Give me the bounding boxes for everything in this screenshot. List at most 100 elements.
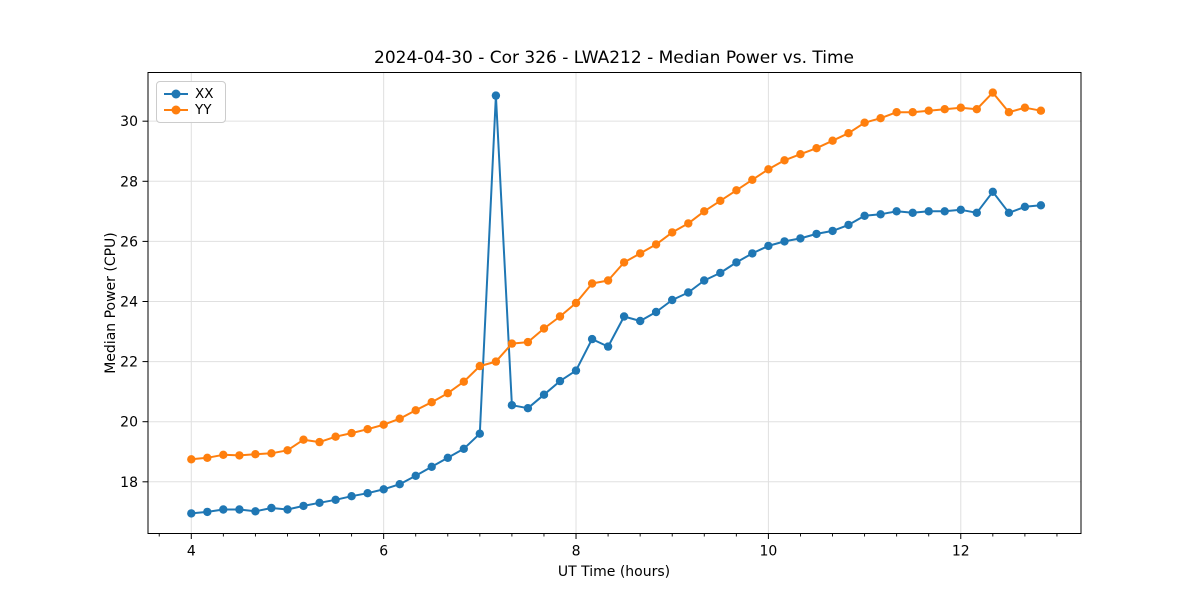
data-point	[491, 357, 501, 366]
data-point	[908, 108, 917, 117]
data-point	[876, 210, 885, 219]
x-tick-label: 8	[572, 544, 581, 560]
data-point	[571, 298, 581, 308]
data-point	[331, 432, 340, 441]
data-point	[363, 489, 372, 498]
y-tick-label: 26	[120, 234, 138, 250]
series-xx	[187, 91, 1046, 518]
data-point	[940, 207, 949, 216]
data-point	[475, 429, 484, 438]
data-point	[331, 495, 340, 504]
data-point	[908, 208, 917, 217]
data-point	[844, 129, 853, 138]
data-point	[395, 414, 404, 423]
data-point	[636, 249, 645, 258]
data-point	[828, 136, 837, 145]
y-tick-label: 22	[120, 355, 138, 371]
data-point	[475, 361, 484, 371]
data-point	[988, 88, 997, 97]
data-point	[603, 342, 613, 351]
series-line-xx	[191, 94, 1041, 515]
legend-dot-icon	[171, 89, 181, 99]
data-point	[780, 156, 789, 165]
data-point	[459, 377, 468, 386]
data-point	[764, 165, 773, 174]
y-tick-label: 24	[120, 294, 138, 310]
data-point	[668, 228, 677, 237]
y-axis: 18 20 22 24 26 28 30	[120, 114, 148, 491]
data-point	[507, 339, 517, 348]
data-point	[587, 334, 597, 344]
data-point	[940, 105, 949, 114]
data-point	[796, 234, 805, 243]
chart-title: 2024-04-30 - Cor 326 - LWA212 - Median P…	[374, 48, 854, 68]
x-tick-label: 4	[187, 544, 196, 560]
data-point	[587, 279, 597, 288]
data-point	[780, 237, 789, 246]
data-point	[411, 471, 420, 480]
data-point	[1004, 208, 1014, 217]
data-point	[860, 211, 869, 220]
data-point	[443, 389, 452, 398]
data-point	[347, 492, 356, 501]
gridlines	[148, 72, 1081, 534]
data-point	[379, 420, 388, 429]
data-point	[571, 366, 581, 375]
legend-item-xx: XX	[164, 85, 217, 102]
data-point	[651, 307, 661, 317]
data-point	[235, 451, 244, 460]
data-point	[1020, 202, 1030, 211]
data-point	[235, 505, 244, 514]
data-point	[187, 509, 196, 518]
data-point	[812, 229, 821, 239]
data-point	[748, 175, 757, 184]
y-tick-label: 28	[120, 174, 138, 190]
legend: XX YY	[156, 81, 226, 123]
legend-line-marker-icon	[164, 105, 188, 115]
data-point	[523, 404, 533, 413]
data-point	[796, 150, 805, 159]
data-point	[892, 207, 901, 216]
data-point	[299, 435, 308, 444]
data-point	[844, 220, 853, 230]
data-point	[459, 444, 468, 453]
x-axis: 4 6 8 10 12	[158, 533, 1058, 560]
data-point	[700, 207, 709, 216]
y-tick-label: 30	[120, 114, 138, 130]
data-point	[988, 187, 997, 196]
data-point	[812, 144, 821, 153]
data-point	[411, 406, 420, 415]
data-point	[732, 186, 741, 195]
data-point	[491, 91, 501, 100]
data-point	[972, 105, 981, 114]
series-line-yy	[191, 91, 1042, 461]
data-point	[267, 503, 276, 513]
data-point	[700, 276, 709, 285]
data-point	[860, 118, 869, 127]
legend-label: XX	[195, 85, 214, 102]
x-tick-label: 10	[759, 544, 777, 560]
data-point	[684, 219, 693, 228]
data-point	[283, 505, 292, 514]
data-point	[443, 453, 452, 462]
data-point	[716, 196, 725, 205]
data-point	[619, 312, 629, 321]
data-point	[619, 258, 629, 267]
series-yy	[187, 88, 1046, 464]
data-point	[668, 295, 677, 305]
data-point	[603, 276, 613, 285]
x-tick-label: 12	[952, 544, 970, 560]
data-point	[1036, 106, 1046, 115]
data-point	[972, 208, 981, 217]
legend-label: YY	[195, 101, 212, 118]
data-point	[539, 390, 549, 399]
data-point	[523, 337, 533, 347]
data-point	[427, 462, 436, 471]
x-tick-label: 6	[379, 544, 388, 560]
data-point	[219, 450, 228, 459]
data-point	[363, 425, 372, 434]
data-point	[956, 205, 965, 214]
data-point	[892, 108, 901, 117]
